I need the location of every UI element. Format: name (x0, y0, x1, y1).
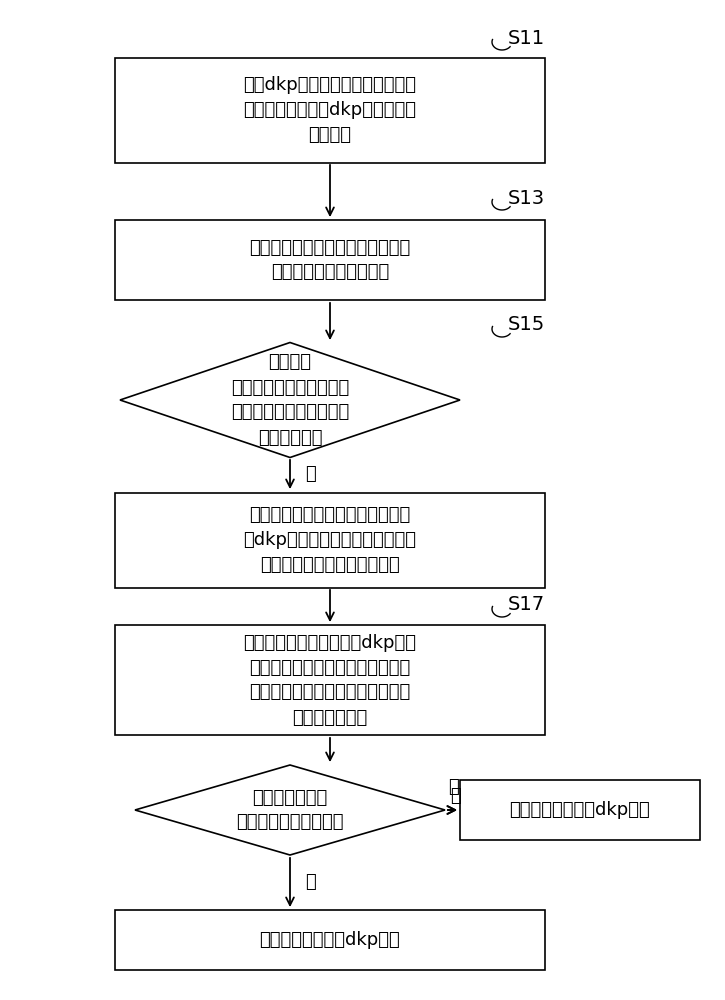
Text: S17: S17 (508, 595, 545, 614)
Text: S11: S11 (508, 28, 545, 47)
Text: 否: 否 (448, 778, 459, 796)
Text: 执行装备登记交易，将待分配的装
备记录到装备分配合约中: 执行装备登记交易，将待分配的装 备记录到装备分配合约中 (249, 238, 410, 282)
Text: 扣除所冻结的相应dkp积分: 扣除所冻结的相应dkp积分 (260, 931, 400, 949)
FancyBboxPatch shape (115, 492, 545, 587)
Polygon shape (120, 342, 460, 458)
FancyBboxPatch shape (115, 625, 545, 735)
Text: 执行dkp发放交易，将第一游戏向
若干玩家账户发放dkp积分记录到
区块链上: 执行dkp发放交易，将第一游戏向 若干玩家账户发放dkp积分记录到 区块链上 (244, 76, 416, 144)
FancyBboxPatch shape (115, 57, 545, 162)
Text: S15: S15 (508, 316, 545, 334)
Text: 执行装备分配交易，根据dkp分配
规则和装备分配合约中记录的各标
记信息生成装备分配结果并记录到
装备分配合约中: 执行装备分配交易，根据dkp分配 规则和装备分配合约中记录的各标 记信息生成装备… (244, 634, 416, 726)
Text: 否: 否 (450, 787, 461, 805)
Text: 是: 是 (305, 873, 316, 891)
Text: 冻结第一玩家的账户中的第一数量
的dkp积分，并在冻结成功后将标
记信息记录到装备分配合约中: 冻结第一玩家的账户中的第一数量 的dkp积分，并在冻结成功后将标 记信息记录到装… (244, 506, 416, 574)
Text: 解冻所冻结的相应dkp积分: 解冻所冻结的相应dkp积分 (510, 801, 650, 819)
Text: 执行第一
装备标记交易，验证第一
玩家是否具有标记待分配
装备的资格？: 执行第一 装备标记交易，验证第一 玩家是否具有标记待分配 装备的资格？ (231, 354, 349, 446)
Text: 各第一玩家是否
分配到所标记的装备？: 各第一玩家是否 分配到所标记的装备？ (236, 788, 344, 832)
FancyBboxPatch shape (115, 220, 545, 300)
Polygon shape (135, 765, 445, 855)
FancyBboxPatch shape (115, 910, 545, 970)
Text: S13: S13 (508, 188, 545, 208)
FancyBboxPatch shape (460, 780, 700, 840)
Text: 是: 是 (305, 465, 316, 483)
